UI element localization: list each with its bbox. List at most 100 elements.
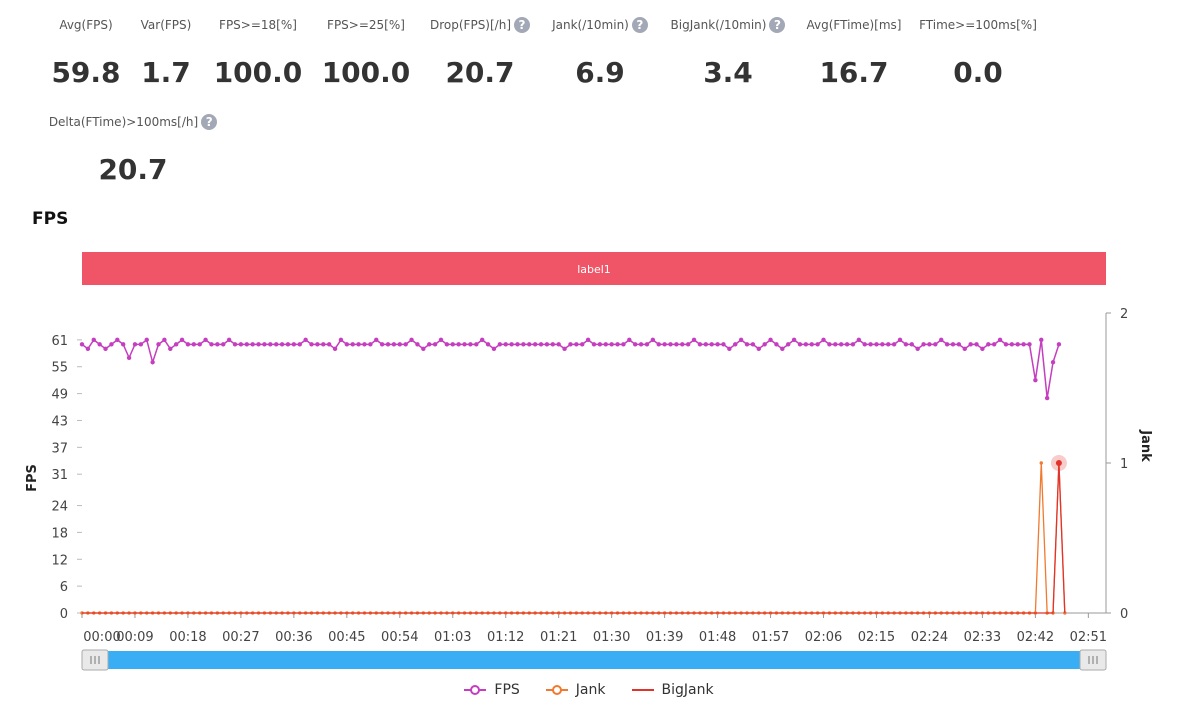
help-icon[interactable]: ?	[769, 17, 786, 33]
fps-data-point	[974, 342, 979, 347]
fps-data-point	[685, 342, 691, 347]
y-right-tick-label: 1	[1120, 457, 1128, 472]
fps-data-point	[438, 337, 444, 343]
help-icon[interactable]: ?	[631, 17, 648, 33]
fps-data-point	[733, 342, 738, 347]
legend-item-fps[interactable]: FPS	[464, 682, 520, 698]
fps-data-point	[880, 342, 885, 347]
x-tick-label: 00:18	[169, 630, 206, 645]
x-tick-label: 01:12	[487, 630, 524, 645]
metric-card: FPS>=25[%] 100.0	[276, 16, 456, 89]
fps-data-point	[491, 346, 497, 352]
y-left-tick-label: 12	[51, 553, 68, 568]
fps-data-point	[162, 337, 167, 343]
y-left-tick-label: 55	[51, 361, 68, 376]
y-left-tick-label: 24	[51, 500, 68, 515]
help-icon[interactable]: ?	[201, 114, 218, 130]
fps-data-point	[527, 342, 532, 347]
fps-data-point	[991, 342, 997, 347]
fps-data-point	[409, 337, 414, 343]
fps-data-point	[232, 342, 238, 347]
fps-data-point	[862, 342, 867, 347]
metric-card: Delta(FTime)>100ms[/h]? 20.7	[43, 113, 223, 186]
legend-label: BigJank	[661, 682, 714, 698]
fps-data-point	[432, 342, 438, 347]
metric-label: Avg(FPS)	[0, 16, 176, 34]
metric-label-text: Avg(FTime)[ms]	[806, 18, 902, 32]
fps-data-point	[338, 337, 344, 343]
fps-data-point	[215, 342, 220, 347]
legend-item-jank[interactable]: Jank	[545, 682, 606, 698]
fps-data-point	[203, 337, 208, 343]
fps-data-point	[738, 337, 744, 343]
fps-data-point	[803, 342, 809, 347]
x-tick-label: 00:45	[328, 630, 365, 645]
legend-item-bigjank[interactable]: BigJank	[631, 682, 714, 698]
fps-data-point	[391, 342, 397, 347]
fps-data-point	[721, 342, 726, 347]
x-tick-label: 01:48	[699, 630, 736, 645]
fps-data-point	[450, 342, 455, 347]
metric-value: 20.7	[445, 56, 515, 89]
metric-label: Jank(/10min)?	[510, 16, 690, 34]
fps-data-point	[427, 342, 432, 347]
fps-data-point	[791, 337, 797, 343]
y-right-axis-title: Jank	[1138, 429, 1153, 462]
fps-data-point	[715, 342, 720, 347]
fps-data-point	[374, 337, 379, 343]
fps-data-point	[503, 342, 508, 347]
x-tick-label: 02:42	[1017, 630, 1054, 645]
fps-data-point	[173, 342, 179, 347]
fps-data-point	[168, 346, 173, 352]
metric-value: 16.7	[819, 56, 889, 89]
fps-data-point	[421, 346, 426, 352]
chart-legend: FPS Jank BigJank	[0, 682, 1178, 698]
fps-data-point	[1039, 337, 1044, 343]
metric-label-text: FTime>=100ms[%]	[919, 18, 1037, 32]
metric-value: 3.4	[703, 56, 753, 89]
x-tick-label: 01:21	[540, 630, 577, 645]
fps-data-point	[744, 342, 750, 347]
fps-data-point	[780, 346, 785, 352]
fps-data-point	[821, 337, 826, 343]
fps-data-point	[562, 346, 567, 352]
fps-data-point	[950, 342, 956, 347]
fps-data-point	[344, 342, 350, 347]
fps-data-point	[191, 342, 197, 347]
fps-data-point	[221, 342, 226, 347]
fps-data-point	[680, 342, 685, 347]
metric-label: Avg(FTime)[ms]	[764, 16, 944, 34]
fps-data-point	[903, 342, 909, 347]
fps-data-point	[691, 337, 697, 343]
fps-data-point	[980, 346, 985, 352]
fps-data-point	[415, 342, 420, 347]
zoom-slider-track[interactable]	[82, 651, 1106, 669]
fps-data-point	[144, 337, 149, 343]
metric-value: 6.9	[575, 56, 625, 89]
x-tick-label: 01:57	[752, 630, 789, 645]
fps-data-point	[621, 342, 626, 347]
fps-data-point	[750, 342, 756, 347]
metric-value: 100.0	[321, 56, 411, 89]
metric-value: 20.7	[98, 153, 168, 186]
metric-label: Delta(FTime)>100ms[/h]?	[43, 113, 223, 131]
metric-label-text: FPS>=25[%]	[327, 18, 405, 32]
fps-data-point	[844, 342, 850, 347]
metric-card: Avg(FPS) 59.8	[0, 16, 176, 89]
fps-data-point	[468, 342, 473, 347]
help-icon[interactable]: ?	[514, 17, 530, 33]
fps-data-point	[156, 342, 161, 347]
fps-data-point	[332, 346, 338, 352]
fps-data-point	[550, 342, 556, 347]
metric-label-text: Var(FPS)	[140, 18, 192, 32]
fps-data-point	[1044, 395, 1050, 401]
x-tick-label: 02:24	[911, 630, 948, 645]
fps-data-point	[97, 342, 102, 347]
x-tick-label: 02:06	[805, 630, 842, 645]
fps-data-point	[138, 342, 144, 347]
fps-data-point	[262, 342, 267, 347]
label-band-text: label1	[577, 263, 611, 276]
fps-data-point	[109, 342, 114, 347]
bigjank-data-point	[1055, 460, 1062, 466]
fps-data-point	[397, 342, 402, 347]
